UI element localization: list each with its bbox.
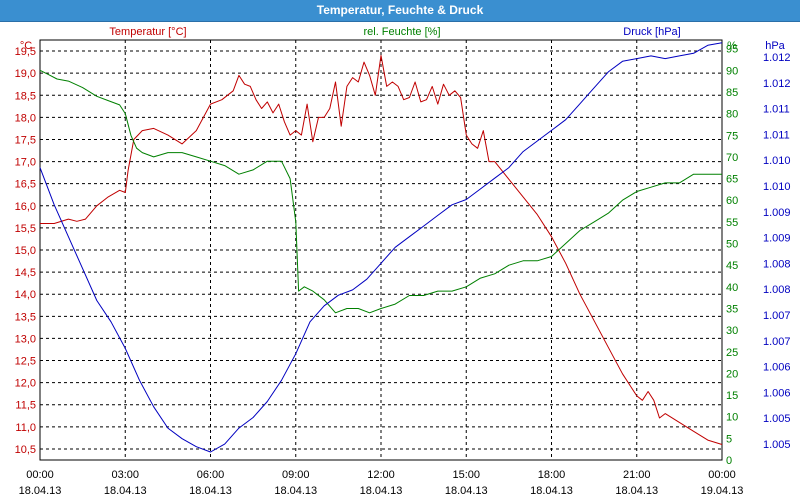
- pressure-tick-label: 1.012: [763, 52, 791, 64]
- temperature-tick-label: 14,5: [15, 267, 36, 279]
- x-tick-label-date: 18.04.13: [530, 485, 573, 497]
- humidity-tick-label: 5: [726, 433, 732, 445]
- humidity-series-line: [39, 69, 722, 314]
- humidity-tick-label: 70: [726, 152, 738, 164]
- pressure-tick-label: 1.007: [763, 336, 791, 348]
- temperature-tick-label: 14,0: [15, 289, 36, 301]
- pressure-tick-label: 1.005: [763, 439, 791, 451]
- x-tick-label-date: 18.04.13: [360, 485, 403, 497]
- plot-frame: [39, 39, 723, 461]
- humidity-label: rel. Feuchte [%]: [363, 26, 440, 38]
- pressure-tick-label: 1.010: [763, 155, 791, 167]
- humidity-unit: %: [727, 40, 737, 52]
- temperature-tick-label: 11,0: [15, 422, 36, 434]
- pressure-axis: 1.005 1.005 1.006 1.006 1.007 1.007 1.008 1.008…: [763, 52, 791, 451]
- temperature-tick-label: 18,5: [15, 90, 36, 102]
- temperature-tick-label: 10,5: [15, 444, 36, 456]
- humidity-tick-label: 50: [726, 239, 738, 251]
- humidity-tick-label: 75: [726, 130, 738, 142]
- temperature-unit: °C: [20, 40, 32, 52]
- humidity-tick-label: 80: [726, 109, 738, 121]
- temperature-axis: 10,5 11,0 11,5 12,0 12,5 13,0 13,5 14,0 14,5 15,0…: [15, 46, 36, 456]
- pressure-tick-label: 1.006: [763, 362, 791, 374]
- temperature-tick-label: 15,0: [15, 245, 36, 257]
- pressure-tick-label: 1.011: [763, 129, 790, 141]
- humidity-tick-label: 90: [726, 65, 738, 77]
- temperature-tick-label: 16,5: [15, 179, 36, 191]
- series-group: [39, 42, 723, 453]
- pressure-tick-label: 1.012: [763, 78, 791, 90]
- temperature-tick-label: 17,5: [15, 134, 36, 146]
- x-tick-label-date: 18.04.13: [445, 485, 488, 497]
- pressure-tick-label: 1.008: [763, 284, 791, 296]
- humidity-tick-label: 30: [726, 325, 738, 337]
- x-tick-label-date: 18.04.13: [189, 485, 232, 497]
- x-tick-label-time: 18:00: [538, 469, 566, 481]
- chart-title: Temperatur, Feuchte & Druck: [316, 3, 484, 17]
- humidity-tick-label: 55: [726, 217, 738, 229]
- x-tick-label-date: 18.04.13: [615, 485, 658, 497]
- time-axis: 00:00 18.04.13 03:00 18.04.13 06:00 18.04.13 0…: [19, 469, 744, 497]
- humidity-tick-label: 45: [726, 260, 738, 272]
- humidity-axis: 0 5 10 15 20 25 30 35 40 45 50 55 60 65 70 75 80 85 90 95: [726, 44, 738, 467]
- x-tick-label-date: 18.04.13: [274, 485, 317, 497]
- pressure-tick-label: 1.009: [763, 233, 791, 245]
- pressure-label: Druck [hPa]: [623, 26, 680, 38]
- temperature-tick-label: 17,0: [15, 157, 36, 169]
- x-tick-label-time: 00:00: [708, 469, 736, 481]
- humidity-tick-label: 85: [726, 87, 738, 99]
- humidity-tick-label: 20: [726, 368, 738, 380]
- x-tick-label-time: 15:00: [452, 469, 480, 481]
- x-tick-label-time: 03:00: [111, 469, 139, 481]
- humidity-tick-label: 15: [726, 390, 738, 402]
- temperature-tick-label: 18,0: [15, 112, 36, 124]
- humidity-tick-label: 95: [726, 44, 738, 56]
- x-tick-label-time: 12:00: [367, 469, 395, 481]
- chart-title-bar: Temperatur, Feuchte & Druck: [0, 0, 800, 22]
- pressure-tick-label: 1.006: [763, 387, 791, 399]
- x-tick-label-date: 18.04.13: [104, 485, 147, 497]
- temperature-tick-label: 12,5: [15, 356, 36, 368]
- pressure-tick-label: 1.007: [763, 310, 791, 322]
- pressure-series-line: [39, 42, 723, 453]
- humidity-tick-label: 35: [726, 303, 738, 315]
- humidity-tick-label: 65: [726, 174, 738, 186]
- temperature-series-line: [40, 55, 723, 445]
- grid: [40, 40, 722, 460]
- x-tick-label-date: 19.04.13: [701, 485, 744, 497]
- temperature-tick-label: 13,0: [15, 333, 36, 345]
- temperature-tick-label: 11,5: [15, 400, 36, 412]
- x-tick-label-date: 18.04.13: [19, 485, 62, 497]
- humidity-tick-label: 60: [726, 195, 738, 207]
- humidity-tick-label: 25: [726, 347, 738, 359]
- pressure-unit: hPa: [765, 40, 785, 52]
- x-tick-label-time: 09:00: [282, 469, 310, 481]
- pressure-tick-label: 1.011: [763, 104, 790, 116]
- humidity-tick-label: 0: [726, 455, 732, 467]
- pressure-tick-label: 1.010: [763, 181, 791, 193]
- temperature-tick-label: 12,0: [15, 378, 36, 390]
- temperature-tick-label: 19,5: [15, 46, 36, 58]
- temperature-tick-label: 19,0: [15, 68, 36, 80]
- x-tick-label-time: 06:00: [197, 469, 225, 481]
- pressure-tick-label: 1.009: [763, 207, 791, 219]
- pressure-tick-label: 1.005: [763, 413, 791, 425]
- x-tick-label-time: 21:00: [623, 469, 651, 481]
- x-tick-label-time: 00:00: [26, 469, 54, 481]
- temperature-tick-label: 15,5: [15, 223, 36, 235]
- humidity-tick-label: 40: [726, 282, 738, 294]
- temperature-label: Temperatur [°C]: [109, 26, 186, 38]
- temperature-tick-label: 13,5: [15, 311, 36, 323]
- humidity-tick-label: 10: [726, 412, 738, 424]
- pressure-tick-label: 1.008: [763, 258, 791, 270]
- temperature-tick-label: 16,0: [15, 201, 36, 213]
